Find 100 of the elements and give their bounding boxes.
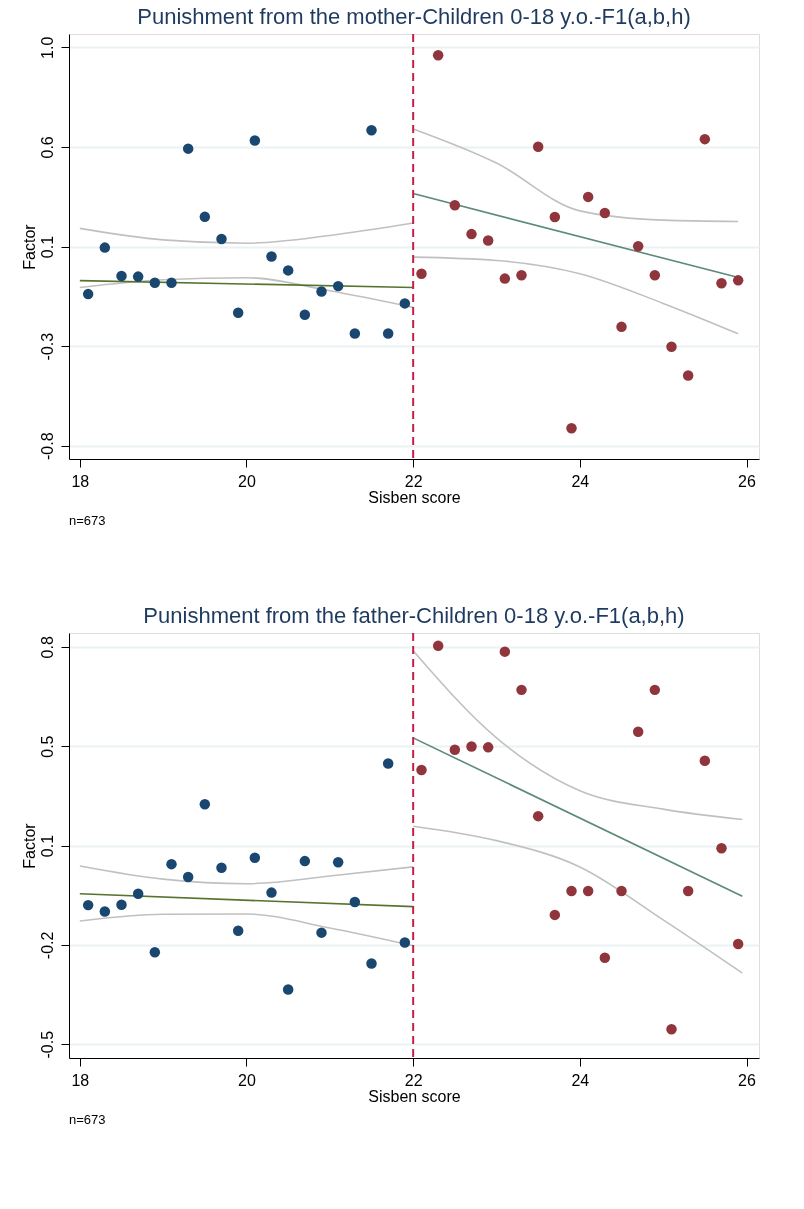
y-tick-label: 0.5	[38, 735, 56, 758]
x-tick-label: 18	[71, 472, 90, 490]
point	[182, 143, 194, 154]
point	[349, 328, 361, 339]
line-series	[412, 256, 739, 335]
x-tick-label: 20	[238, 472, 256, 490]
point	[182, 871, 194, 883]
y-axis-title: Factor	[20, 223, 38, 270]
point	[232, 925, 244, 937]
point	[199, 211, 211, 223]
point	[216, 233, 227, 245]
point	[166, 858, 177, 870]
point	[382, 328, 394, 339]
point	[82, 899, 94, 911]
point	[149, 946, 161, 958]
point	[382, 758, 394, 769]
point	[582, 191, 594, 203]
point	[199, 798, 211, 810]
point	[466, 741, 477, 752]
point	[116, 270, 127, 282]
point	[716, 843, 727, 854]
y-tick-label: -0.2	[38, 931, 56, 960]
line-series	[79, 222, 414, 244]
point	[599, 952, 611, 963]
point	[632, 726, 644, 737]
point	[266, 887, 277, 898]
x-tick-label: 26	[738, 1071, 756, 1089]
point	[532, 141, 544, 152]
point	[482, 742, 494, 753]
point	[732, 938, 744, 950]
y-tick-label: -0.8	[38, 432, 56, 461]
point	[532, 810, 544, 822]
point	[699, 133, 711, 145]
point	[682, 370, 694, 381]
point	[732, 275, 744, 286]
point	[549, 909, 561, 921]
point	[99, 906, 111, 917]
x-tick-label: 22	[404, 1071, 423, 1089]
point	[282, 984, 294, 995]
point	[332, 857, 344, 868]
point	[649, 684, 661, 696]
point	[166, 277, 177, 289]
point	[282, 265, 294, 276]
point	[582, 885, 594, 897]
point	[232, 307, 244, 318]
point	[632, 241, 644, 252]
point	[499, 646, 511, 657]
point	[549, 211, 561, 223]
point	[249, 135, 261, 146]
line-series	[79, 913, 414, 947]
point	[716, 278, 727, 289]
x-tick-label: 24	[571, 1071, 590, 1089]
y-tick-label: 0.1	[38, 235, 56, 259]
point	[116, 899, 127, 911]
x-tick-label: 22	[404, 472, 423, 490]
x-axis-title: Sisben score	[368, 1087, 461, 1105]
point	[299, 855, 311, 867]
x-tick-label: 18	[71, 1071, 90, 1089]
point	[566, 423, 577, 434]
chart-title: Punishment from the father-Children 0-18 y.o.-F1(a,b,h)	[143, 603, 685, 628]
point	[249, 852, 261, 863]
y-tick-label: 1.0	[38, 36, 56, 59]
point	[616, 321, 627, 333]
point	[649, 270, 661, 281]
point	[666, 1024, 677, 1035]
point	[449, 744, 461, 756]
line-series	[79, 865, 414, 885]
point	[666, 341, 677, 353]
y-tick-label: 0.8	[38, 636, 56, 659]
point	[416, 268, 427, 279]
point	[149, 277, 161, 289]
line-series	[79, 276, 414, 309]
point	[682, 885, 694, 897]
point	[516, 270, 527, 281]
point	[599, 207, 611, 219]
point	[366, 958, 377, 969]
point	[499, 273, 511, 284]
x-axis-title: Sisben score	[368, 488, 461, 506]
text: n=673	[69, 513, 106, 528]
point	[399, 298, 411, 309]
point	[349, 896, 361, 908]
point	[316, 927, 327, 938]
x-tick-label: 26	[738, 472, 756, 490]
y-axis-title: Factor	[20, 822, 38, 869]
y-tick-label: -0.3	[38, 332, 56, 361]
y-tick-label: -0.5	[38, 1030, 56, 1059]
point	[416, 764, 427, 776]
point	[466, 228, 477, 240]
point	[316, 286, 327, 297]
point	[299, 309, 311, 320]
point	[482, 235, 494, 246]
y-tick-label: 0.1	[38, 834, 56, 858]
x-tick-label: 24	[571, 472, 590, 490]
line-series	[412, 128, 739, 223]
point	[699, 755, 711, 767]
point	[216, 862, 227, 874]
point	[82, 288, 94, 300]
point	[516, 684, 527, 696]
point	[366, 125, 377, 136]
line-series	[412, 825, 744, 974]
